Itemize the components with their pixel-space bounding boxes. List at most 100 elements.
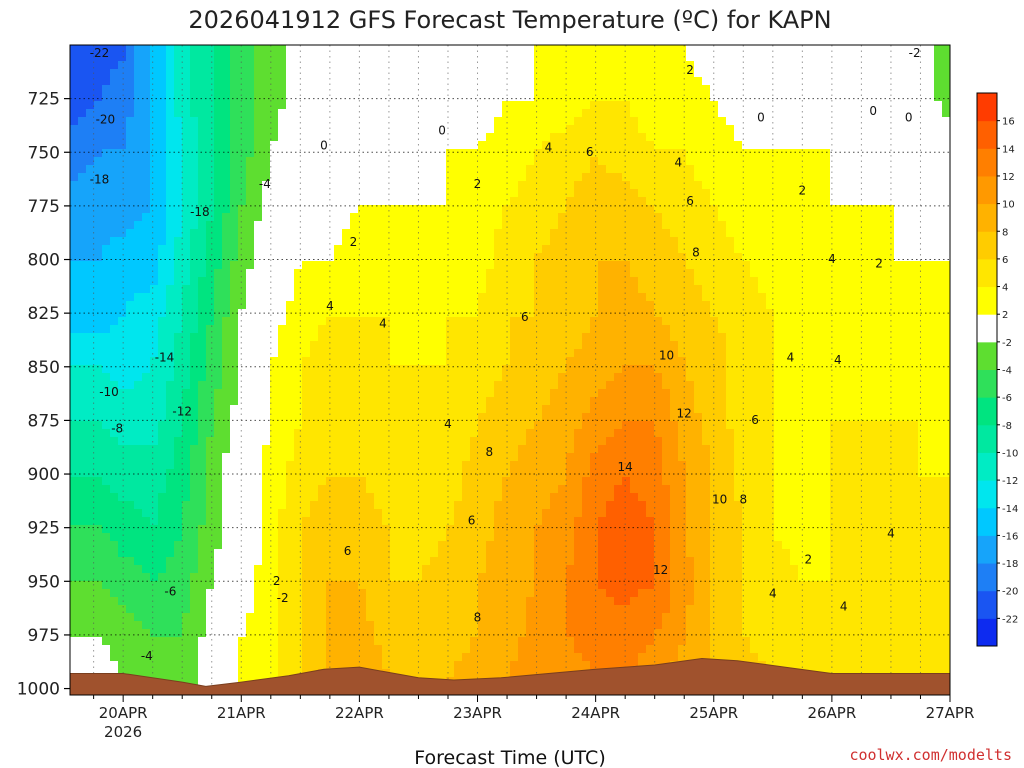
temperature-cell: [70, 597, 79, 606]
temperature-cell: [94, 445, 103, 454]
temperature-cell: [174, 165, 183, 174]
temperature-cell: [446, 229, 455, 238]
temperature-cell: [262, 501, 271, 510]
temperature-cell: [286, 61, 295, 70]
temperature-cell: [390, 597, 399, 606]
temperature-cell: [326, 485, 335, 494]
temperature-cell: [134, 629, 143, 638]
temperature-cell: [366, 157, 375, 166]
temperature-cell: [334, 421, 343, 430]
temperature-cell: [406, 461, 415, 470]
temperature-cell: [478, 613, 487, 622]
temperature-cell: [118, 109, 127, 118]
temperature-cell: [310, 229, 319, 238]
temperature-cell: [454, 53, 463, 62]
temperature-cell: [374, 317, 383, 326]
temperature-cell: [174, 197, 183, 206]
temperature-cell: [142, 61, 151, 70]
temperature-cell: [102, 645, 111, 654]
temperature-cell: [142, 285, 151, 294]
temperature-cell: [342, 317, 351, 326]
temperature-cell: [478, 301, 487, 310]
temperature-cell: [502, 221, 511, 230]
temperature-cell: [470, 453, 479, 462]
temperature-cell: [94, 101, 103, 110]
temperature-cell: [358, 181, 367, 190]
temperature-cell: [286, 93, 295, 102]
temperature-cell: [302, 293, 311, 302]
temperature-cell: [118, 325, 127, 334]
temperature-cell: [222, 157, 231, 166]
temperature-cell: [534, 357, 543, 366]
temperature-cell: [294, 541, 303, 550]
temperature-cell: [102, 101, 111, 110]
temperature-cell: [270, 109, 279, 118]
temperature-cell: [238, 205, 247, 214]
temperature-cell: [110, 149, 119, 158]
temperature-cell: [238, 669, 247, 678]
temperature-cell: [78, 109, 87, 118]
temperature-cell: [294, 165, 303, 174]
temperature-cell: [142, 637, 151, 646]
temperature-cell: [238, 525, 247, 534]
temperature-cell: [382, 349, 391, 358]
temperature-cell: [198, 669, 207, 678]
temperature-cell: [246, 389, 255, 398]
temperature-cell: [102, 317, 111, 326]
temperature-cell: [78, 629, 87, 638]
temperature-cell: [262, 653, 271, 662]
temperature-cell: [158, 293, 167, 302]
temperature-cell: [126, 269, 135, 278]
temperature-cell: [318, 517, 327, 526]
temperature-cell: [406, 485, 415, 494]
temperature-cell: [182, 53, 191, 62]
temperature-cell: [134, 477, 143, 486]
temperature-cell: [142, 45, 151, 54]
temperature-cell: [422, 117, 431, 126]
temperature-cell: [358, 269, 367, 278]
temperature-cell: [534, 213, 543, 222]
temperature-cell: [422, 373, 431, 382]
temperature-cell: [446, 573, 455, 582]
temperature-cell: [70, 69, 79, 78]
temperature-cell: [454, 397, 463, 406]
temperature-cell: [318, 645, 327, 654]
temperature-cell: [438, 69, 447, 78]
temperature-cell: [454, 165, 463, 174]
temperature-cell: [542, 573, 551, 582]
temperature-cell: [102, 493, 111, 502]
temperature-cell: [270, 149, 279, 158]
temperature-cell: [142, 477, 151, 486]
temperature-cell: [406, 429, 415, 438]
temperature-cell: [254, 357, 263, 366]
temperature-cell: [430, 437, 439, 446]
temperature-cell: [134, 101, 143, 110]
temperature-cell: [174, 485, 183, 494]
temperature-cell: [486, 373, 495, 382]
temperature-cell: [134, 541, 143, 550]
temperature-cell: [542, 541, 551, 550]
temperature-cell: [470, 133, 479, 142]
temperature-cell: [358, 509, 367, 518]
temperature-cell: [254, 581, 263, 590]
temperature-cell: [374, 213, 383, 222]
temperature-cell: [94, 621, 103, 630]
temperature-cell: [414, 189, 423, 198]
temperature-cell: [254, 53, 263, 62]
temperature-cell: [310, 453, 319, 462]
temperature-cell: [422, 109, 431, 118]
temperature-cell: [366, 421, 375, 430]
temperature-cell: [334, 637, 343, 646]
temperature-cell: [182, 509, 191, 518]
temperature-cell: [462, 421, 471, 430]
temperature-cell: [254, 565, 263, 574]
temperature-cell: [550, 421, 559, 430]
temperature-cell: [166, 245, 175, 254]
temperature-cell: [158, 381, 167, 390]
temperature-cell: [422, 397, 431, 406]
temperature-cell: [150, 53, 159, 62]
temperature-cell: [430, 397, 439, 406]
temperature-cell: [526, 165, 535, 174]
temperature-cell: [126, 157, 135, 166]
temperature-cell: [222, 501, 231, 510]
